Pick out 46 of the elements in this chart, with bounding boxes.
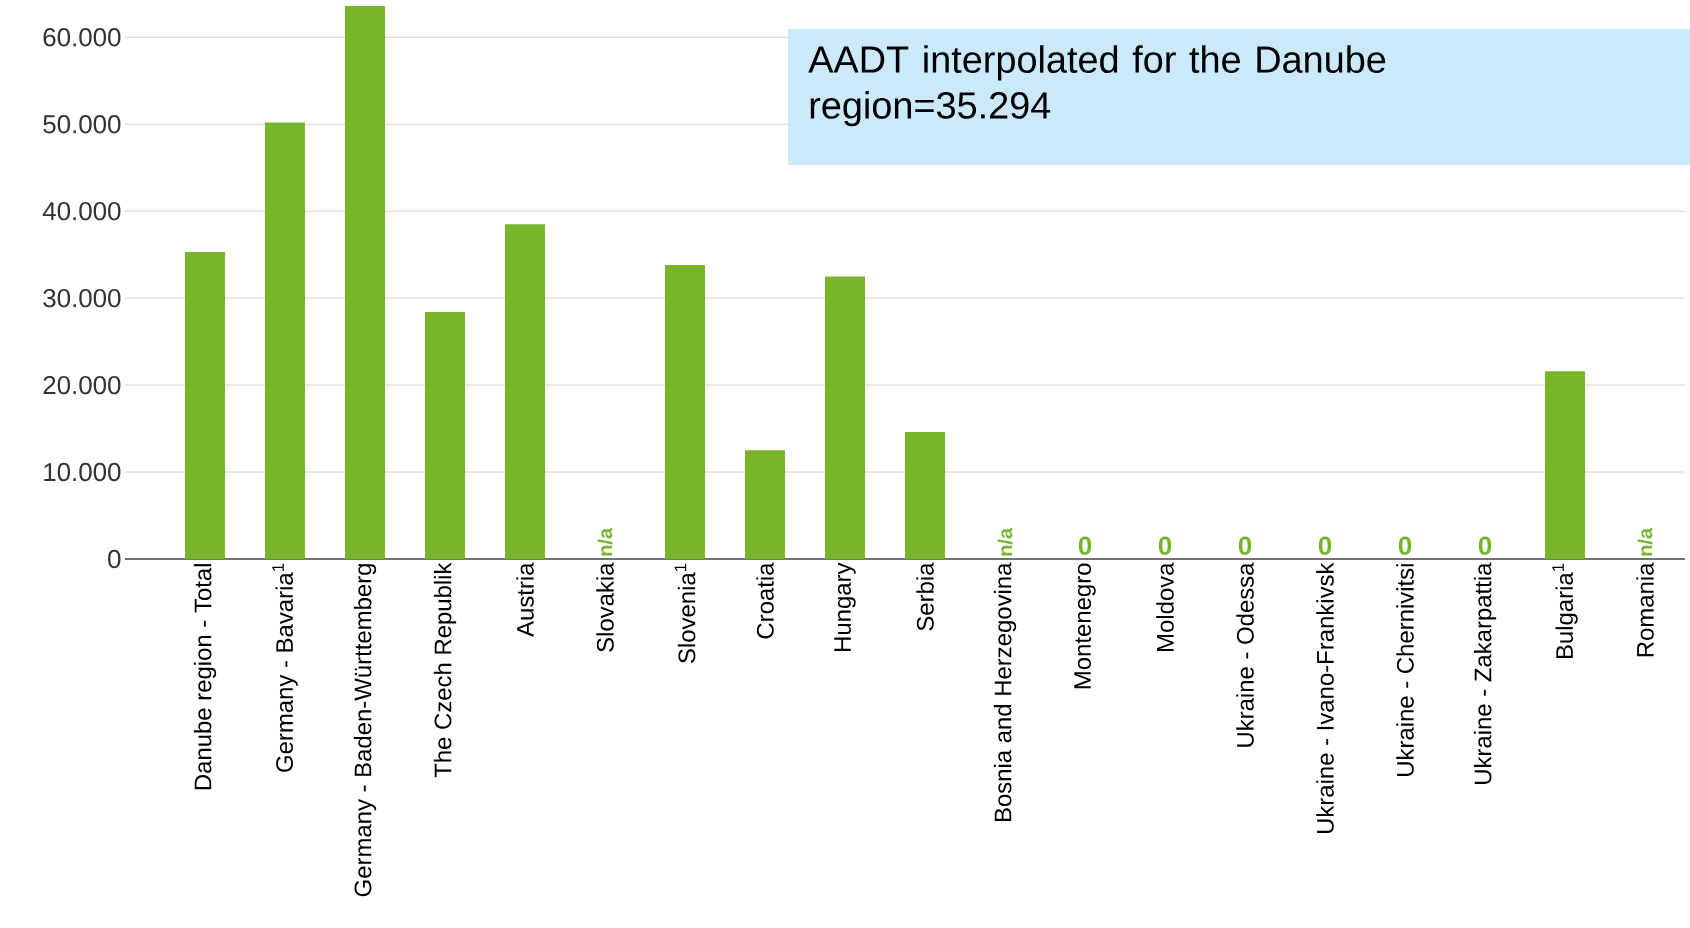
x-tick-label: Germany - Bavaria$^{1}$ — [272, 563, 298, 772]
x-tick-label: Montenegro — [1074, 563, 1096, 689]
bar — [905, 432, 946, 559]
x-tick-label: Ukraine - Ivano-Frankivsk — [1316, 562, 1334, 834]
bar — [345, 5, 386, 559]
bar — [745, 450, 786, 559]
y-tick-label: 10.000 — [44, 462, 121, 482]
bar — [665, 265, 706, 559]
x-tick-label: Bulgaria$^{1}$ — [1552, 563, 1578, 659]
y-tick-label: 0 — [108, 549, 121, 569]
x-tick-label: Germany - Baden-Württemberg — [353, 564, 377, 897]
x-tick-label: Austria — [516, 562, 534, 637]
y-tick-label: 50.000 — [43, 115, 121, 134]
x-tick-label: Romania — [1636, 562, 1654, 657]
bar — [825, 276, 866, 559]
text: n/a — [597, 527, 613, 556]
x-tick-label: Croatia — [756, 562, 774, 639]
data-label: 0 — [1238, 536, 1252, 555]
data-label: 0 — [1158, 536, 1172, 555]
bar — [425, 312, 466, 559]
text: n/a — [1637, 527, 1653, 556]
bar — [505, 224, 546, 559]
x-tick-label: Ukraine - Chernivitsi — [1396, 564, 1414, 776]
x-tick-label: Moldova — [1156, 562, 1174, 651]
annotation: AADT interpolated for the Danube region=35.294 — [808, 45, 1386, 127]
x-tick-label: The Czech Republik — [433, 562, 457, 778]
x-tick-label: Slovakia — [596, 562, 614, 652]
y-tick-label: 60.000 — [43, 28, 121, 47]
y-tick-label: 20.000 — [43, 375, 121, 395]
data-label: 0 — [1398, 536, 1412, 555]
data-label: 0 — [1318, 536, 1332, 555]
x-tick-label: Ukraine - Odessa — [1236, 562, 1254, 747]
bar — [1545, 371, 1586, 559]
bar — [185, 252, 225, 559]
y-tick-label: 30.000 — [43, 288, 121, 308]
x-tick-label: Hungary — [834, 562, 856, 651]
bar — [265, 122, 305, 559]
data-label: 0 — [1078, 536, 1092, 555]
x-tick-label: Ukraine - Zakarpattia — [1473, 562, 1497, 784]
x-tick-label: Serbia — [916, 562, 934, 631]
y-tick-label: 40.000 — [42, 202, 121, 221]
data-label: 0 — [1478, 536, 1492, 555]
x-tick-label: Bosnia and Herzegovina — [993, 562, 1017, 822]
x-tick-label: Danube region - Total — [193, 564, 217, 790]
x-tick-label: Slovenia$^{1}$ — [674, 563, 696, 663]
text: n/a — [997, 527, 1013, 556]
